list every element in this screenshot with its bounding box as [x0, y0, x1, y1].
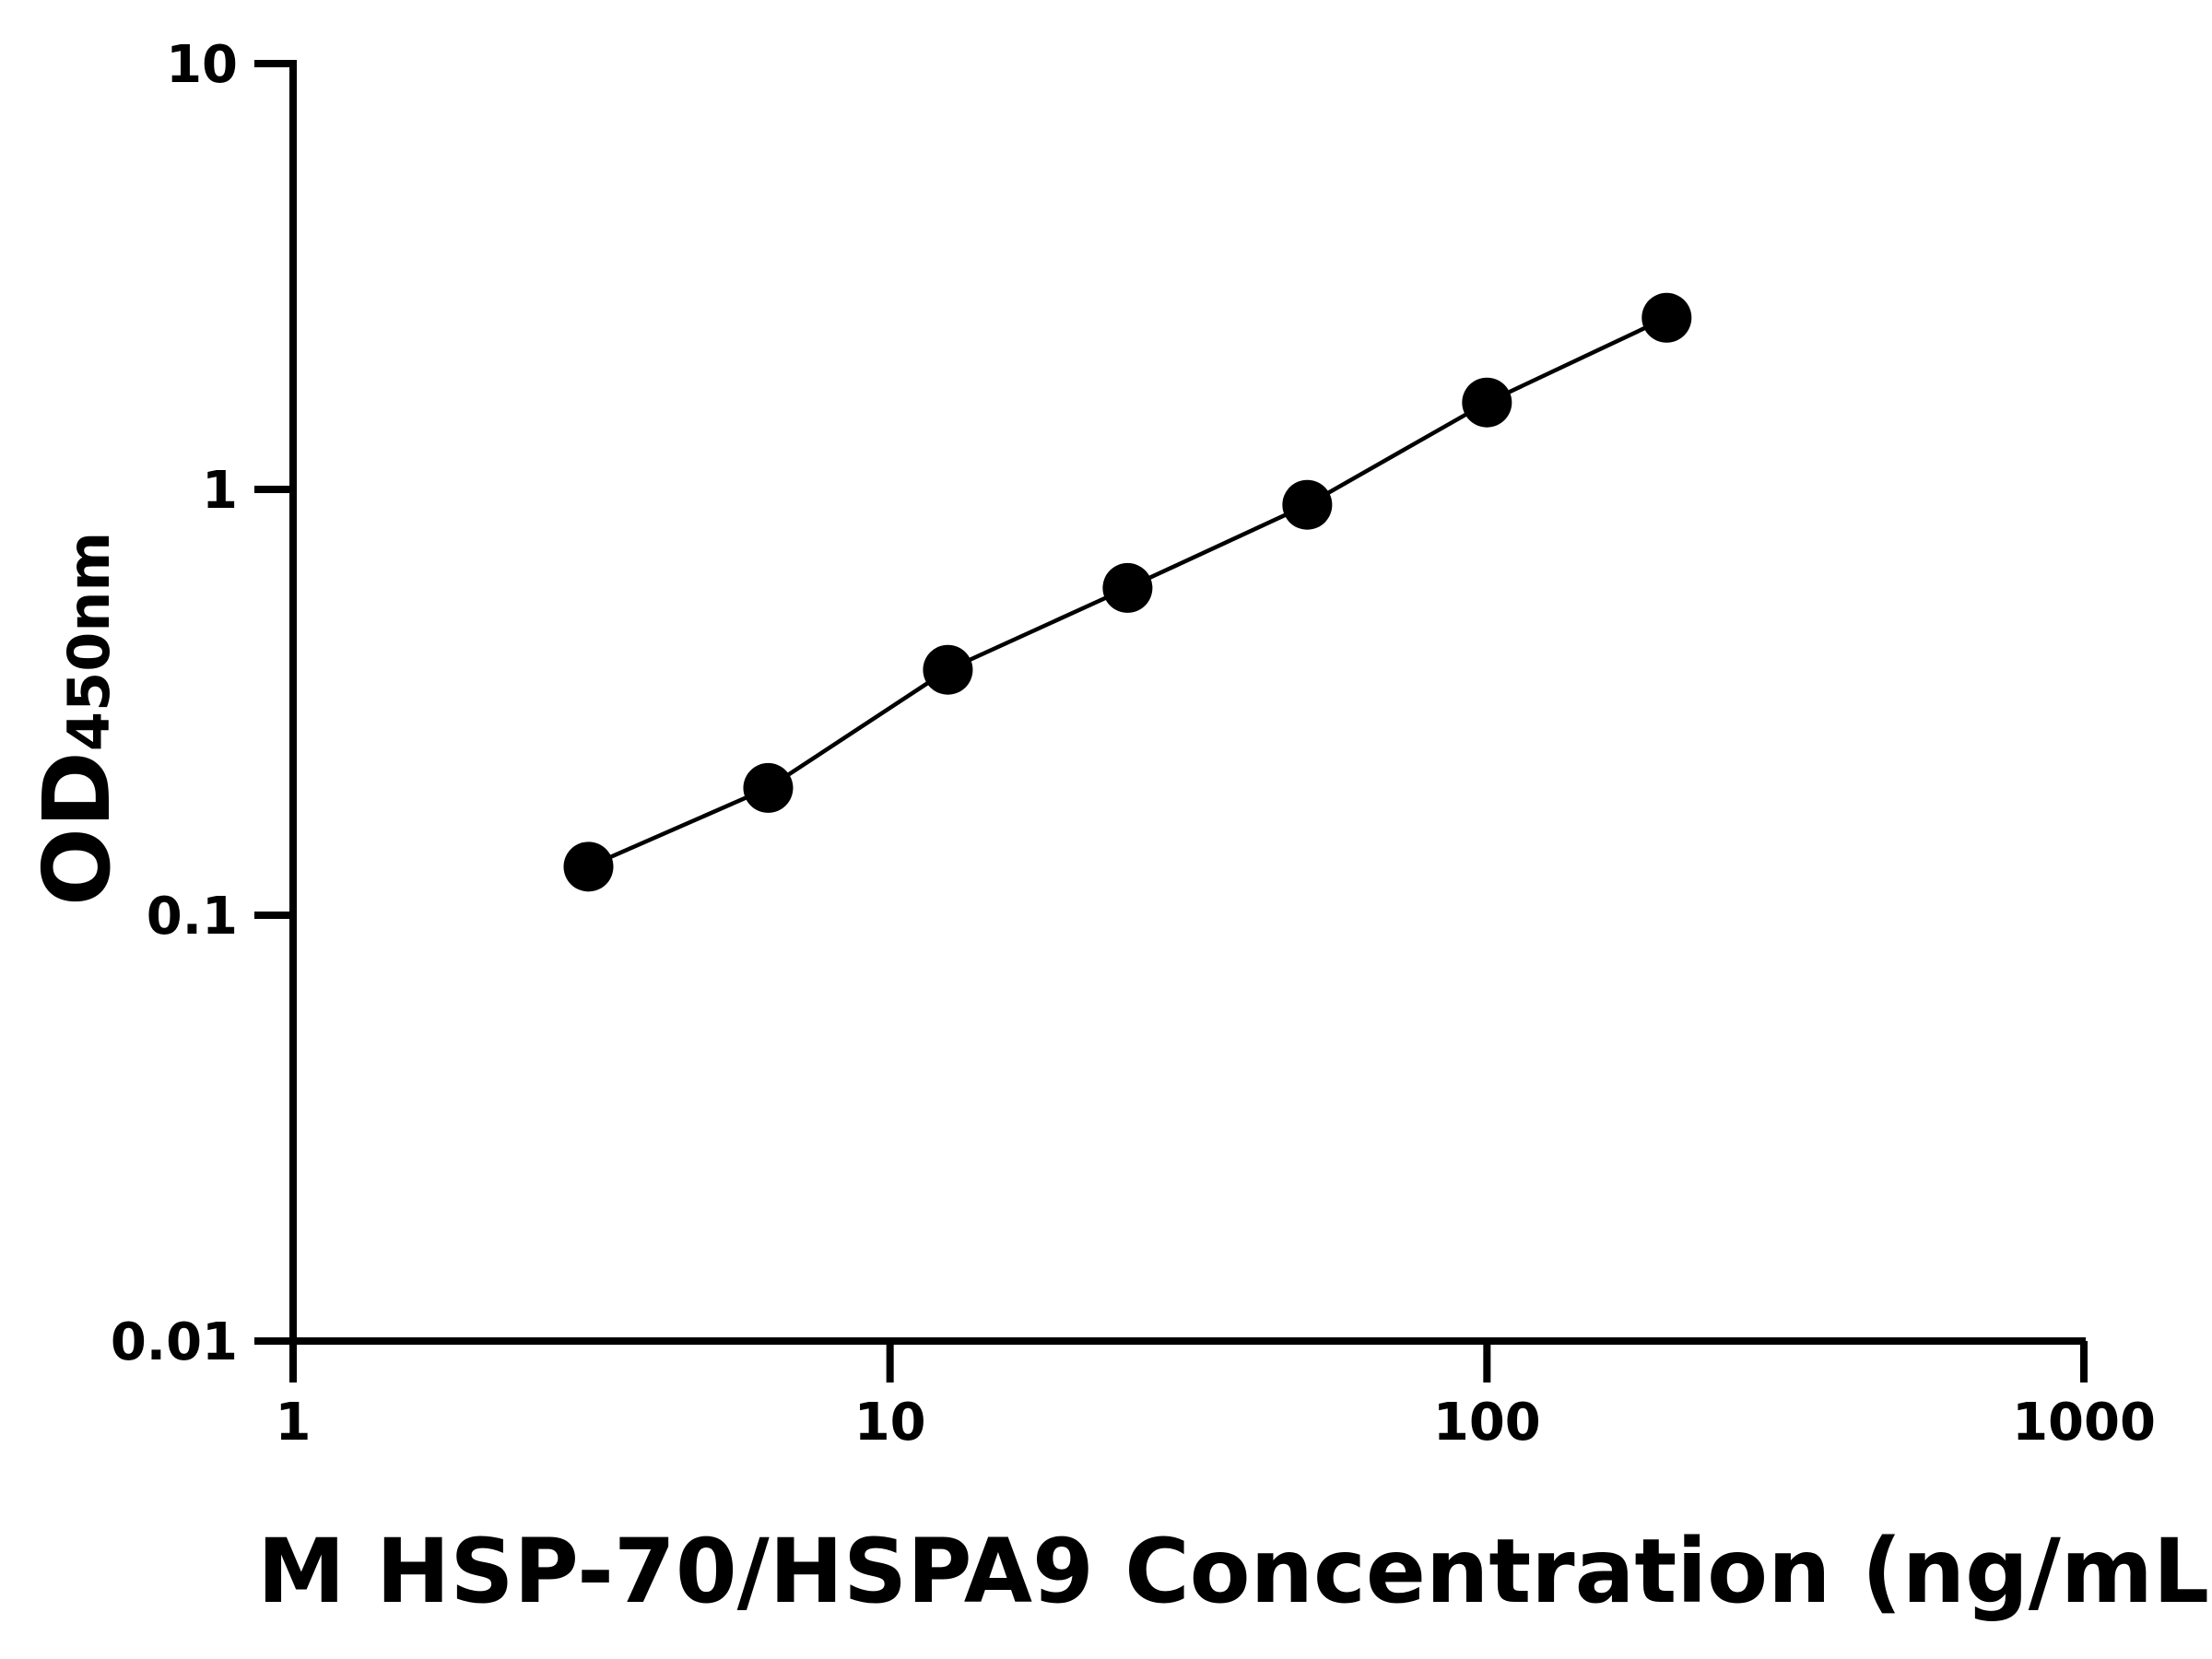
x-tick-label: 1000 — [2012, 1393, 2156, 1453]
x-tick-label: 100 — [1433, 1393, 1541, 1453]
x-axis-label: M HSP-70/HSPA9 Concentration (ng/mL) — [257, 1520, 2212, 1623]
y-axis-label-main: OD — [23, 751, 131, 906]
y-tick-label: 1 — [202, 461, 238, 521]
data-point — [1102, 562, 1153, 613]
x-ticks: 1 10 100 1000 — [276, 1341, 2156, 1453]
data-point — [923, 644, 973, 695]
y-axis-label-sub: 450nm — [55, 532, 123, 751]
data-point — [743, 762, 794, 813]
y-tick-label: 10 — [166, 35, 238, 95]
plot-area — [563, 292, 1692, 892]
data-point — [563, 841, 614, 892]
y-axis-label: OD450nm — [23, 532, 131, 906]
y-tick-label: 0.01 — [111, 1312, 238, 1372]
data-point — [1282, 479, 1333, 530]
x-tick-label: 10 — [854, 1393, 926, 1453]
x-tick-label: 1 — [276, 1393, 312, 1453]
y-tick-label: 0.1 — [147, 887, 238, 947]
data-point — [1462, 377, 1512, 428]
y-ticks: 0.01 0.1 1 10 — [111, 35, 293, 1372]
data-point — [1641, 292, 1692, 343]
